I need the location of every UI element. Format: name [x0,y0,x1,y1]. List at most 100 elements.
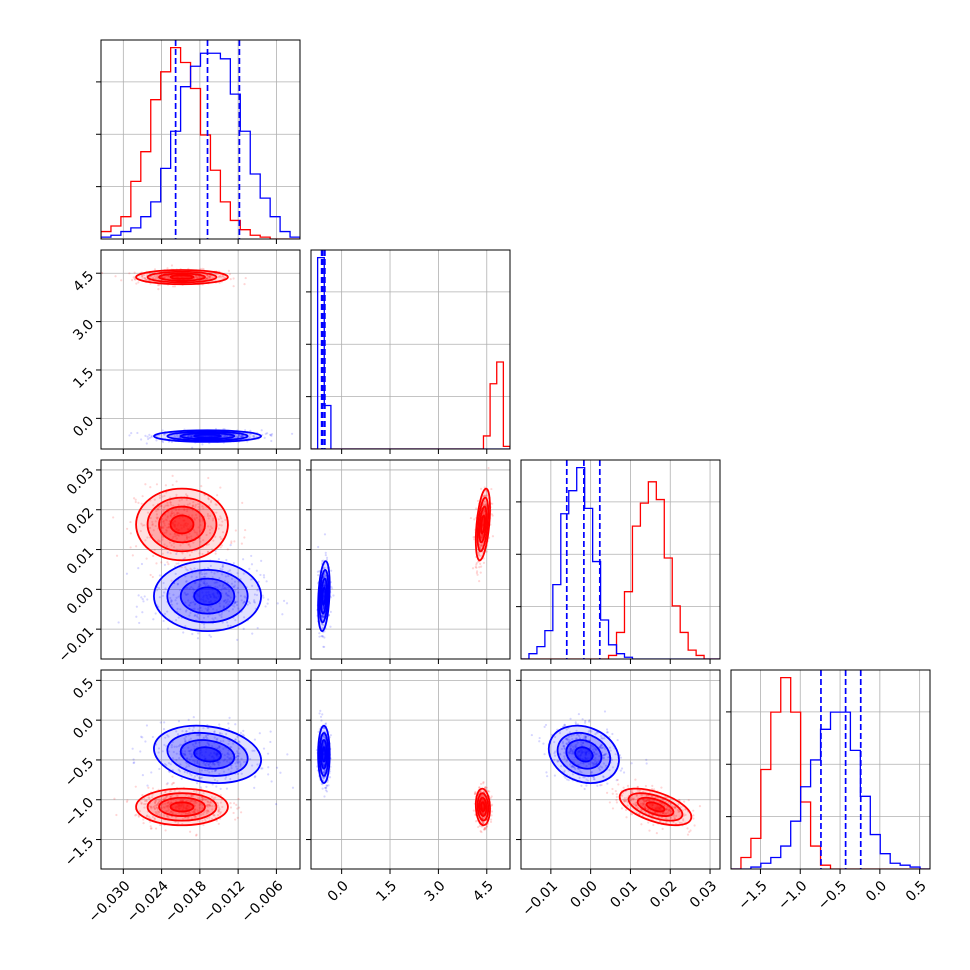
sample-point [664,807,668,810]
sample-point [641,802,644,805]
sample-point [172,781,176,784]
sample-point [615,795,618,799]
sample-point [179,763,182,766]
sample-point [186,522,189,526]
sample-point [239,435,243,438]
sample-point [224,518,227,522]
density-contour [478,796,488,817]
sample-point [174,572,177,575]
sample-point [207,525,210,528]
sample-point [195,762,199,765]
sample-point [206,803,209,806]
sample-point [200,573,204,576]
sample-point [186,803,189,806]
sample-point [163,797,166,800]
grid-lines [101,250,300,449]
sample-point [475,566,478,569]
sample-point [189,799,192,802]
sample-point [673,806,676,809]
sample-point [698,805,702,808]
sample-point [165,526,169,529]
sample-point [321,615,324,618]
sample-point [579,761,582,765]
sample-point [215,819,218,822]
sample-point [184,601,187,604]
sample-point [203,763,207,766]
sample-point [183,753,187,756]
sample-point [235,755,238,759]
sample-point [177,616,180,619]
sample-point [243,600,246,604]
sample-point [164,518,167,521]
sample-point [192,794,195,797]
sample-point [269,433,272,437]
sample-point [155,812,158,815]
sample-point [164,587,167,590]
sample-point [322,615,325,618]
sample-point [163,563,167,567]
sample-point [182,799,185,802]
sample-point [480,830,483,834]
sample-point [317,730,320,733]
sample-point [217,808,220,811]
sample-point [480,487,483,490]
sample-point [216,814,220,817]
sample-point [196,782,199,785]
sample-point [180,804,183,807]
sample-point [206,567,210,570]
sample-point [223,758,227,761]
sample-point [177,821,180,824]
sample-point [173,745,176,748]
sample-point [322,763,325,766]
density-fill [136,788,228,826]
sample-point [206,809,209,812]
sample-point [235,600,239,603]
sample-point [160,561,163,564]
sample-point [320,614,323,617]
sample-point [174,807,177,810]
sample-point [678,821,682,824]
sample-point [654,807,657,810]
sample-point [213,763,216,766]
sample-point [236,759,240,762]
scatter-sample-a [469,466,495,583]
density-fill [153,725,262,784]
sample-point [204,751,207,754]
sample-point [594,753,597,756]
sample-point [206,741,209,745]
sample-point [485,503,488,506]
sample-point [631,789,634,792]
sample-point [196,809,199,812]
sample-point [238,433,241,437]
sample-point [213,778,217,781]
sample-point [211,519,215,522]
sample-point [164,484,167,487]
sample-point [170,579,173,582]
sample-point [169,514,172,517]
sample-point [207,615,210,618]
sample-point [218,808,221,811]
sample-point [650,814,653,817]
sample-point [656,805,659,808]
sample-point [114,275,117,278]
sample-point [332,594,335,597]
sample-point [256,763,259,766]
sample-point [481,812,485,815]
sample-point [209,595,212,598]
sample-point [170,264,174,267]
sample-point [148,433,151,436]
sample-point [163,763,167,766]
sample-point [202,823,205,827]
sample-point [178,804,181,807]
sample-point [197,796,200,800]
sample-point [236,762,239,765]
sample-point [173,789,176,792]
sample-point [248,567,251,570]
sample-point [630,796,633,800]
sample-point [205,762,208,765]
sample-point [227,603,230,606]
sample-point [167,762,171,765]
sample-point [665,812,668,815]
sample-point [174,799,177,803]
sample-point [197,608,200,611]
